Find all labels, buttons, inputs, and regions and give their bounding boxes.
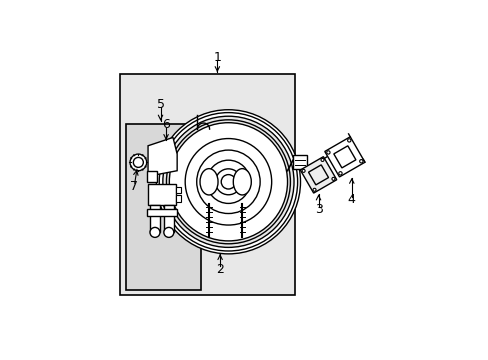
Ellipse shape — [200, 168, 218, 195]
Circle shape — [331, 177, 334, 180]
Circle shape — [133, 157, 143, 167]
Circle shape — [159, 113, 297, 251]
Text: 6: 6 — [162, 118, 170, 131]
Bar — [150, 205, 160, 233]
Circle shape — [163, 228, 173, 237]
Circle shape — [320, 158, 324, 161]
Circle shape — [166, 120, 290, 244]
Polygon shape — [333, 146, 355, 168]
Circle shape — [156, 110, 300, 254]
Circle shape — [150, 228, 160, 237]
Text: 4: 4 — [347, 193, 355, 206]
Bar — [120, 74, 294, 296]
Text: 7: 7 — [129, 180, 137, 193]
Polygon shape — [148, 138, 177, 176]
Polygon shape — [324, 137, 364, 177]
Circle shape — [359, 159, 362, 163]
Ellipse shape — [233, 168, 251, 195]
Text: 3: 3 — [314, 203, 322, 216]
Bar — [148, 184, 175, 205]
Bar — [175, 195, 181, 202]
Circle shape — [169, 123, 287, 241]
Circle shape — [312, 188, 315, 191]
Bar — [175, 187, 181, 193]
Circle shape — [130, 154, 146, 171]
Bar — [163, 205, 173, 233]
Bar — [125, 123, 200, 290]
Circle shape — [163, 116, 293, 247]
Circle shape — [338, 172, 342, 175]
Text: 1: 1 — [213, 50, 221, 64]
Bar — [147, 171, 157, 182]
Text: 5: 5 — [156, 98, 164, 111]
Polygon shape — [300, 157, 336, 193]
Text: 2: 2 — [216, 262, 224, 276]
Circle shape — [221, 175, 235, 189]
Circle shape — [302, 169, 305, 172]
Bar — [146, 209, 177, 216]
Polygon shape — [308, 165, 328, 185]
Bar — [293, 156, 306, 169]
Circle shape — [326, 151, 329, 154]
Circle shape — [347, 139, 350, 142]
